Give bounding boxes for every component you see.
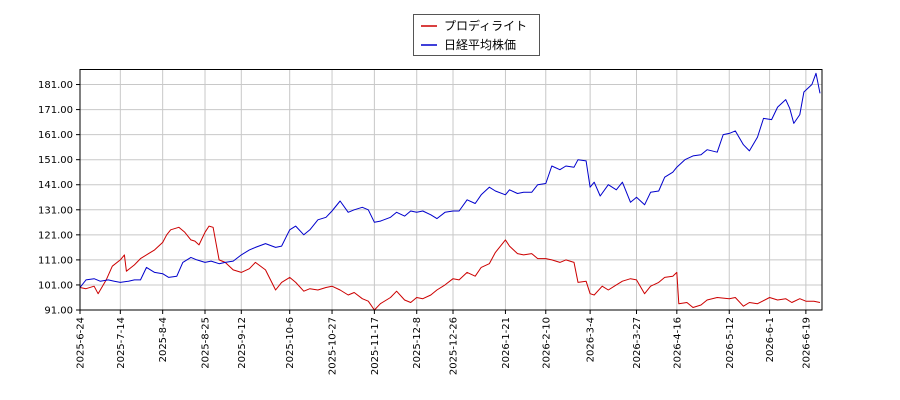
x-tick-label: 2025-12-8 <box>412 317 423 369</box>
y-tick-label: 121.00 <box>38 230 73 241</box>
legend: プロディライト 日経平均株価 <box>413 14 540 56</box>
x-axis: 2025-6-24 2025-7-14 2025-8-4 2025-8-25 2025-… <box>76 310 812 375</box>
x-tick-label: 2026-3-4 <box>586 317 597 362</box>
x-tick-label: 2026-6-19 <box>801 317 812 369</box>
x-tick-label: 2025-6-24 <box>76 317 87 369</box>
x-tick-label: 2026-2-10 <box>541 317 552 369</box>
x-tick-label: 2026-3-27 <box>632 317 643 369</box>
y-tick-label: 101.00 <box>38 280 73 291</box>
x-tick-label: 2025-7-14 <box>116 317 127 369</box>
x-tick-label: 2026-1-21 <box>501 317 512 369</box>
y-tick-label: 111.00 <box>38 255 73 266</box>
series-line-1 <box>79 72 821 288</box>
legend-label-prodelight: プロディライト <box>444 18 527 33</box>
legend-box <box>413 14 540 56</box>
y-tick-label: 91.00 <box>44 306 73 317</box>
y-tick-label: 181.00 <box>38 80 73 91</box>
y-tick-label: 171.00 <box>38 105 73 116</box>
x-tick-label: 2025-8-25 <box>201 317 212 369</box>
x-tick-label: 2026-6-1 <box>765 317 776 362</box>
x-tick-label: 2025-10-6 <box>285 317 296 369</box>
y-tick-label: 161.00 <box>38 130 73 141</box>
x-tick-label: 2026-5-12 <box>725 317 736 369</box>
legend-label-nikkei: 日経平均株価 <box>444 37 516 52</box>
plot-area-frame <box>79 69 823 311</box>
x-tick-label: 2025-9-12 <box>237 317 248 369</box>
x-tick-label: 2025-8-4 <box>158 317 169 362</box>
x-tick-label: 2025-11-17 <box>370 317 381 375</box>
y-axis: 91.00 101.00 111.00 121.00 131.00 141.00 151.0… <box>38 80 80 317</box>
x-tick-label: 2025-12-26 <box>449 317 460 375</box>
y-tick-label: 151.00 <box>38 155 73 166</box>
y-tick-label: 131.00 <box>38 205 73 216</box>
x-tick-label: 2026-4-16 <box>672 317 683 369</box>
x-tick-label: 2025-10-27 <box>328 317 339 375</box>
series-line-0 <box>79 225 821 311</box>
series-layer <box>79 72 821 311</box>
y-tick-label: 141.00 <box>38 180 73 191</box>
